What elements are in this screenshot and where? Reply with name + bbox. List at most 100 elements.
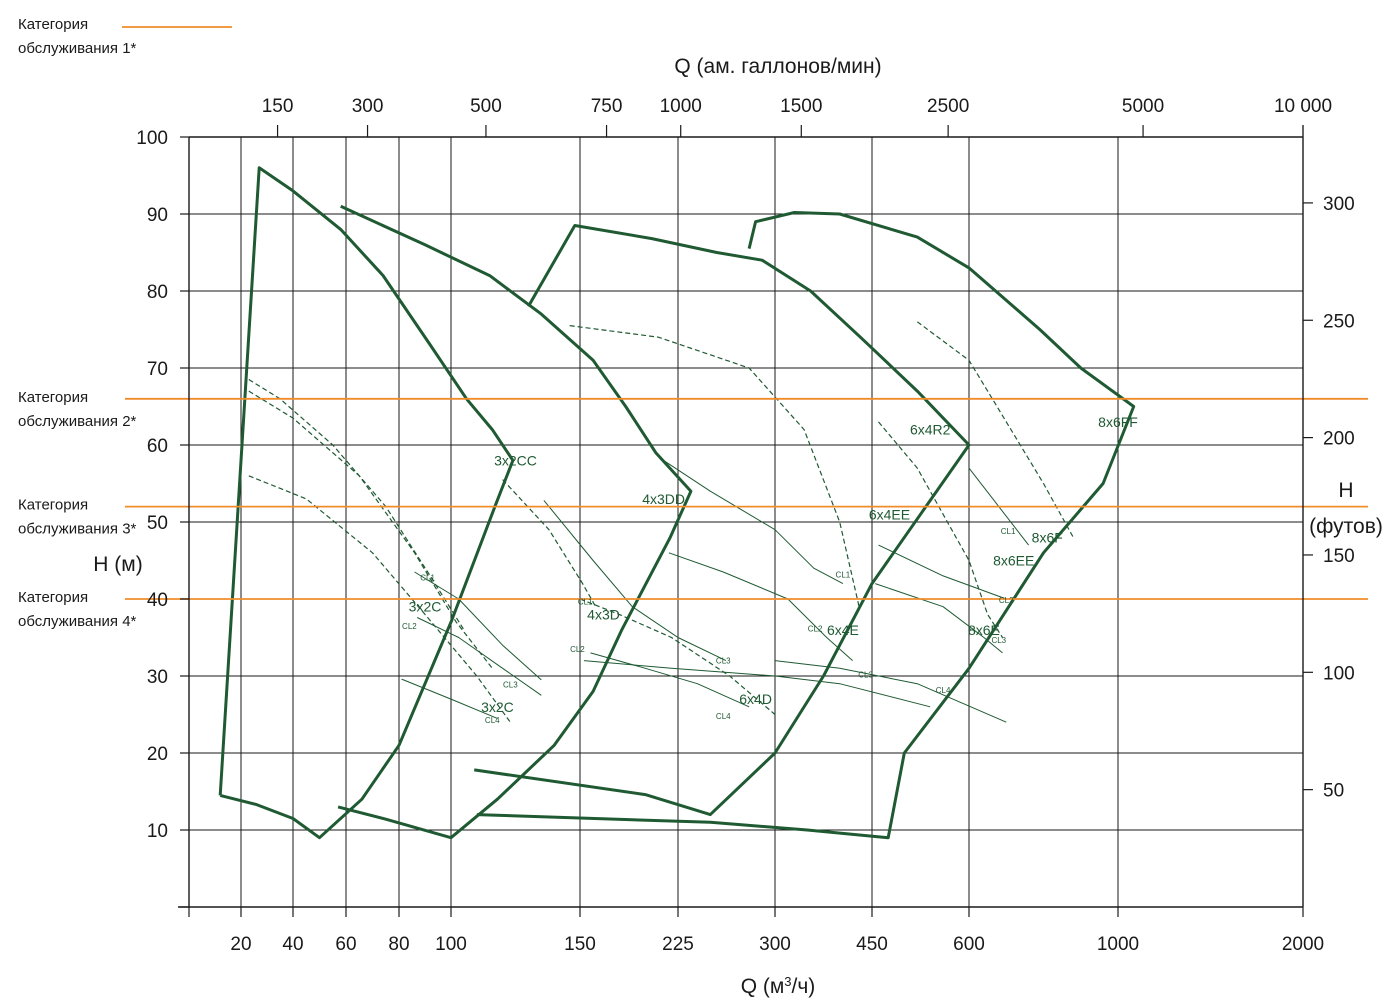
cl-label: CL3 <box>991 636 1006 645</box>
curve-labels: 3x2CC 3x2C 3x2C 4x3DD 4x3D 6x4D 6x4E 6x4EE 6x4R2… <box>402 414 1138 725</box>
x-bottom-tick-label: 100 <box>435 934 467 955</box>
legend-category-1-line2: обслуживания 1* <box>18 40 137 57</box>
x-top-tick-label: 5000 <box>1122 96 1164 117</box>
impeller-curve-2 <box>416 617 542 696</box>
impeller-curve-4 <box>543 500 727 662</box>
x-bottom-tick-label: 60 <box>335 934 356 955</box>
cl-label: CL1 <box>1001 527 1016 536</box>
x-top-tick-label: 1000 <box>660 96 702 117</box>
cl-label: CL1 <box>836 570 851 579</box>
x-bottom-tick-label: 1000 <box>1097 934 1139 955</box>
category-2-label-line2: обслуживания 2* <box>18 413 137 430</box>
pump-label: 3x2C <box>409 599 442 615</box>
x-bottom-axis-title: Q (м3/ч) <box>741 974 816 999</box>
y-left-tick-label: 30 <box>147 667 168 688</box>
x-top-axis-title: Q (ам. галлонов/мин) <box>674 55 881 78</box>
x-bottom-axis-title-base: Q (м <box>741 975 785 998</box>
x-bottom-tick-label: 300 <box>759 934 791 955</box>
x-top-tick-label: 10 000 <box>1274 96 1332 117</box>
pump-label: 6x4EE <box>869 506 910 522</box>
dashed-impeller-curve-6 <box>579 598 776 715</box>
category-3-label-line1: Категория <box>18 497 88 514</box>
x-bottom-axis-title-tail: /ч) <box>792 975 816 998</box>
y-left-axis-title: H (м) <box>93 553 142 576</box>
pump-label: 6x4R2 <box>910 422 951 438</box>
pump-label: 6x4E <box>827 622 859 638</box>
impeller-curve-1 <box>414 571 542 681</box>
axes: 10 20 30 40 50 60 70 80 90 100 50 100 150 200 250 300 20… <box>93 55 1383 998</box>
pump-label: 3x2C <box>481 699 514 715</box>
cl-label: CL3 <box>503 680 518 689</box>
cl-label: CL4 <box>716 712 731 721</box>
pump-envelopes <box>218 166 1136 840</box>
x-top-tick-label: 500 <box>470 96 502 117</box>
cl-label: CL1 <box>578 597 593 606</box>
dashed-impeller-curve-8 <box>878 421 1004 638</box>
pump-label: 8x6E <box>968 622 1000 638</box>
y-right-tick-label: 50 <box>1323 781 1344 802</box>
x-bottom-tick-label: 150 <box>564 934 596 955</box>
service-category-lines <box>125 397 1368 600</box>
pump-envelope-2 <box>337 204 693 840</box>
x-bottom-tick-label: 20 <box>230 934 251 955</box>
impeller-curve-10 <box>878 544 1007 600</box>
impeller-curve-7 <box>590 652 750 708</box>
y-left-tick-label: 40 <box>147 590 168 611</box>
x-top-tick-label: 2500 <box>927 96 969 117</box>
impeller-curve-12 <box>875 583 1003 654</box>
impeller-thin-curves <box>401 459 1029 723</box>
y-left-tick-label: 80 <box>147 282 168 303</box>
cl-label: CL3 <box>858 670 873 679</box>
y-left-tick-label: 100 <box>136 128 168 149</box>
y-left-tick-label: 20 <box>147 744 168 765</box>
x-top-tick-label: 750 <box>591 96 623 117</box>
impeller-curve-8 <box>583 660 931 708</box>
x-top-tick-label: 300 <box>352 96 384 117</box>
y-right-tick-label: 150 <box>1323 546 1355 567</box>
cl-label: CL4 <box>485 716 500 725</box>
x-bottom-tick-label: 225 <box>662 934 694 955</box>
dashed-impeller-curve-2 <box>248 390 493 669</box>
x-top-tick-label: 1500 <box>780 96 822 117</box>
category-2-label-line1: Категория <box>18 389 88 406</box>
dashed-impeller-curve-7 <box>916 321 1074 538</box>
impeller-curve-6 <box>668 552 853 661</box>
x-bottom-tick-label: 450 <box>856 934 888 955</box>
category-3-label-line2: обслуживания 3* <box>18 521 137 538</box>
pump-label: 8x6F <box>1032 529 1063 545</box>
y-left-tick-label: 50 <box>147 513 168 534</box>
category-4-label-line2: обслуживания 4* <box>18 613 137 630</box>
category-4-label-line1: Категория <box>18 589 88 606</box>
y-left-tick-label: 90 <box>147 205 168 226</box>
pump-envelope-3 <box>473 224 971 817</box>
y-left-tick-label: 60 <box>147 436 168 457</box>
pump-label: 8x6EE <box>993 553 1034 569</box>
x-bottom-tick-label: 2000 <box>1282 934 1324 955</box>
y-right-tick-label: 200 <box>1323 429 1355 450</box>
impeller-curve-9 <box>774 660 1007 723</box>
y-right-axis-title-line2: (футов) <box>1309 515 1383 538</box>
pump-envelope-1 <box>218 166 515 840</box>
y-right-axis-title-line1: H <box>1338 479 1353 502</box>
pump-label: 6x4D <box>739 691 772 707</box>
cl-label: CL3 <box>716 657 731 666</box>
dashed-impeller-curve-3 <box>248 475 511 723</box>
dashed-impeller-curve-4 <box>502 479 597 607</box>
legend: Категория обслуживания 1* Категория обслужи… <box>18 16 232 630</box>
pump-label: 3x2CC <box>494 452 537 468</box>
x-top-tick-label: 150 <box>262 96 294 117</box>
x-bottom-tick-label: 80 <box>388 934 409 955</box>
pump-envelope-4 <box>476 211 1136 840</box>
grid <box>189 136 1304 907</box>
legend-category-1-line1: Категория <box>18 16 88 33</box>
y-left-tick-label: 10 <box>147 821 168 842</box>
cl-label: CL1 <box>420 573 435 582</box>
x-bottom-tick-label: 40 <box>282 934 303 955</box>
pump-label: 4x3D <box>587 606 620 622</box>
pump-label: 8x6FF <box>1098 414 1138 430</box>
impeller-curve-3 <box>401 678 498 719</box>
dashed-impeller-curve-1 <box>248 378 465 631</box>
x-bottom-axis-title-sup: 3 <box>784 974 791 989</box>
cl-label: CL2 <box>808 624 823 633</box>
